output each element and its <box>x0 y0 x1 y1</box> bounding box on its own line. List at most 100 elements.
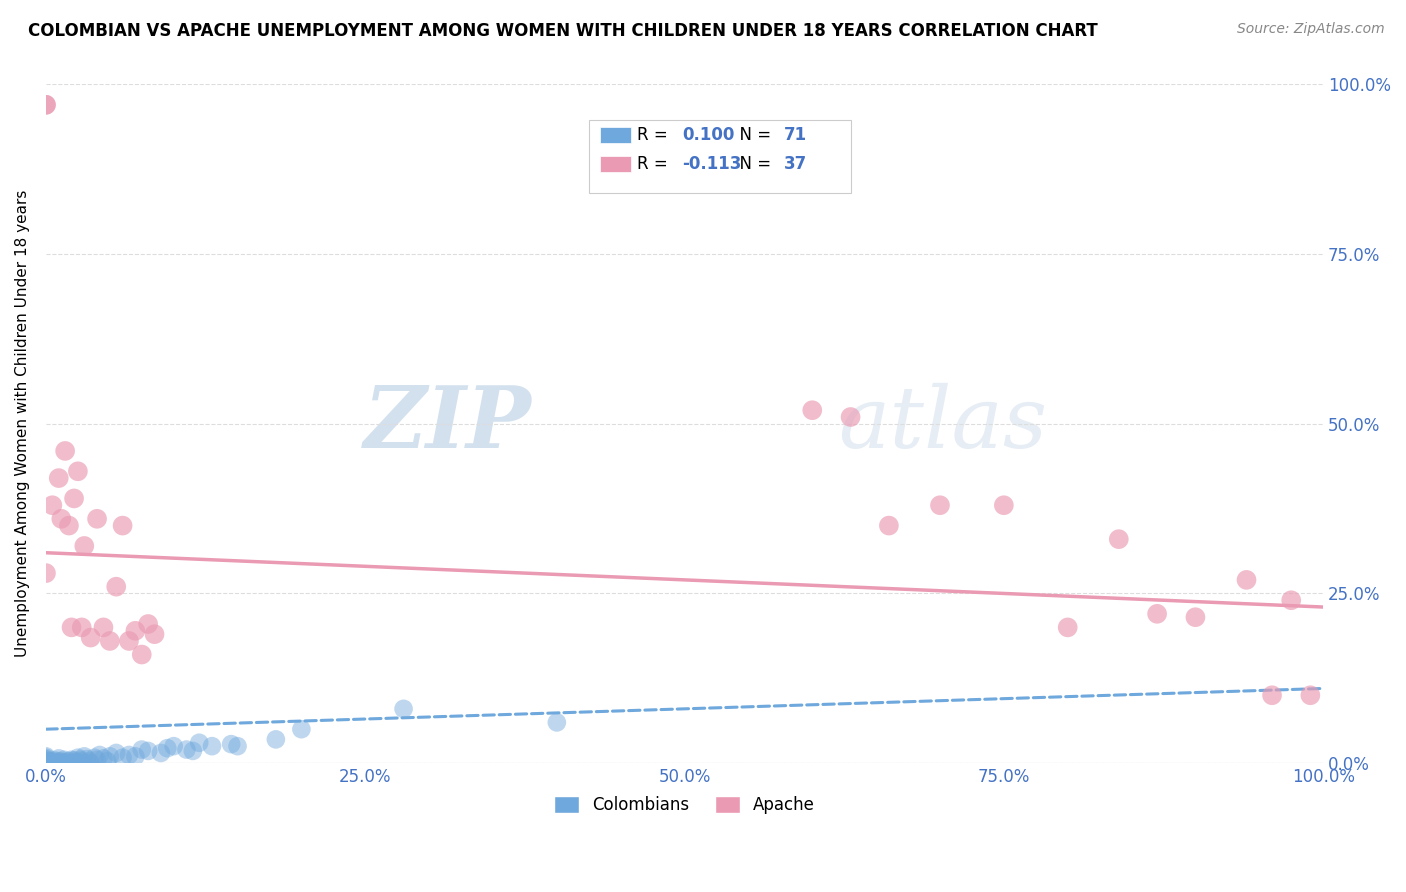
Point <box>79 631 101 645</box>
Point <box>63 753 86 767</box>
Point <box>35 749 58 764</box>
Point <box>98 634 121 648</box>
Point <box>35 750 58 764</box>
Point <box>176 742 198 756</box>
Point <box>51 755 73 769</box>
Point <box>35 754 58 768</box>
Point <box>1184 610 1206 624</box>
Point <box>45 756 67 770</box>
Point <box>264 732 287 747</box>
Point <box>35 756 58 771</box>
Point <box>73 756 96 771</box>
Point <box>124 749 146 764</box>
Point <box>993 498 1015 512</box>
Point <box>70 754 93 768</box>
Point <box>111 750 134 764</box>
Text: 37: 37 <box>785 155 807 173</box>
Point <box>35 756 58 771</box>
Text: COLOMBIAN VS APACHE UNEMPLOYMENT AMONG WOMEN WITH CHILDREN UNDER 18 YEARS CORREL: COLOMBIAN VS APACHE UNEMPLOYMENT AMONG W… <box>28 22 1098 40</box>
Point <box>877 518 900 533</box>
Point <box>60 756 83 771</box>
Text: 0.100: 0.100 <box>682 127 734 145</box>
Point <box>201 739 224 754</box>
Point <box>76 752 98 766</box>
Point <box>111 518 134 533</box>
Point <box>96 754 118 768</box>
Point <box>51 512 73 526</box>
Point <box>105 580 128 594</box>
Text: N =: N = <box>730 155 776 173</box>
Point <box>392 702 415 716</box>
Point <box>105 746 128 760</box>
Point <box>66 756 89 771</box>
Point <box>41 498 63 512</box>
Point <box>163 739 186 754</box>
Point <box>929 498 952 512</box>
Point <box>35 756 58 770</box>
Point <box>86 512 108 526</box>
Point <box>35 756 58 771</box>
Point <box>93 751 115 765</box>
Point <box>41 754 63 768</box>
Point <box>60 753 83 767</box>
Point <box>48 754 70 768</box>
Point <box>98 749 121 764</box>
Text: N =: N = <box>730 127 776 145</box>
Point <box>35 755 58 769</box>
Point <box>79 756 101 771</box>
Point <box>118 634 141 648</box>
Point <box>1299 688 1322 702</box>
Point <box>290 722 312 736</box>
Point <box>219 737 242 751</box>
Point <box>181 744 204 758</box>
Point <box>39 756 62 771</box>
Point <box>53 755 76 769</box>
Point <box>35 97 58 112</box>
Y-axis label: Unemployment Among Women with Children Under 18 years: Unemployment Among Women with Children U… <box>15 190 30 657</box>
Point <box>70 620 93 634</box>
Point <box>46 756 69 771</box>
Point <box>44 753 66 767</box>
Point <box>86 753 108 767</box>
Point <box>65 755 87 769</box>
Text: -0.113: -0.113 <box>682 155 741 173</box>
Point <box>124 624 146 638</box>
Point <box>1236 573 1258 587</box>
FancyBboxPatch shape <box>600 156 631 172</box>
Point <box>226 739 249 754</box>
Point <box>42 756 65 771</box>
Point <box>73 749 96 764</box>
Point <box>83 750 105 764</box>
Point <box>131 742 153 756</box>
Point <box>801 403 824 417</box>
Point <box>66 750 89 764</box>
Point <box>1108 532 1130 546</box>
Point <box>118 747 141 762</box>
Point <box>66 464 89 478</box>
Point <box>131 648 153 662</box>
Point <box>839 409 862 424</box>
Point <box>35 756 58 771</box>
Point <box>149 746 172 760</box>
Point <box>52 756 75 771</box>
Point <box>60 620 83 634</box>
Point <box>156 741 179 756</box>
Point <box>1146 607 1168 621</box>
Point <box>188 736 211 750</box>
Point <box>58 754 80 768</box>
Point <box>52 753 75 767</box>
Text: R =: R = <box>637 127 673 145</box>
Point <box>143 627 166 641</box>
Point <box>48 471 70 485</box>
Legend: Colombians, Apache: Colombians, Apache <box>546 788 824 822</box>
Point <box>546 715 568 730</box>
Text: ZIP: ZIP <box>363 382 531 466</box>
Point <box>35 753 58 767</box>
Point <box>1056 620 1078 634</box>
Point <box>53 444 76 458</box>
Point <box>35 756 58 771</box>
Point <box>38 755 60 769</box>
Point <box>73 539 96 553</box>
FancyBboxPatch shape <box>589 120 851 193</box>
Text: atlas: atlas <box>838 383 1047 465</box>
